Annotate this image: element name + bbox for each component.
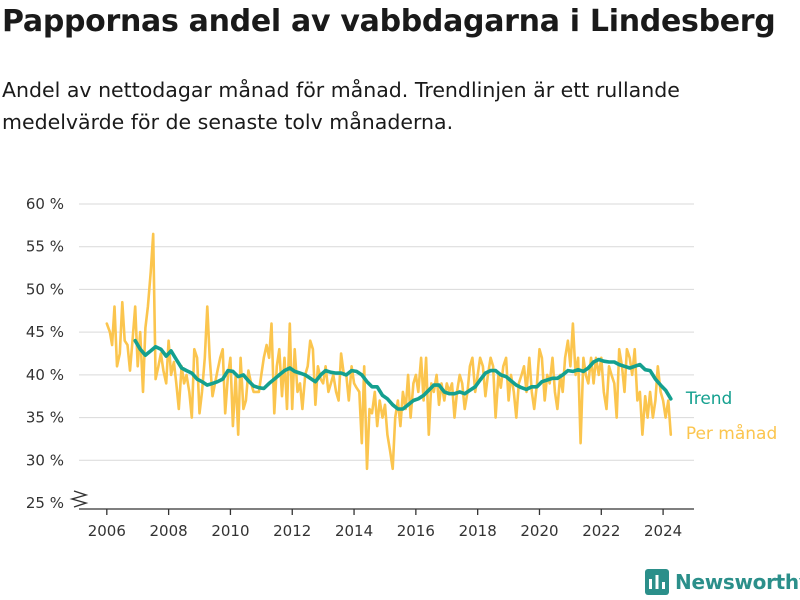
x-tick-label: 2006	[88, 522, 126, 540]
x-tick-label: 2020	[520, 522, 558, 540]
series-labels: Per månad Trend	[685, 389, 777, 444]
trend-line	[133, 338, 673, 411]
x-tick-label: 2008	[150, 522, 188, 540]
newsworthy-logo: Newsworthy	[645, 569, 800, 595]
y-tick-label: 30 %	[26, 451, 64, 469]
monthly-label: Per månad	[686, 423, 777, 444]
x-tick-label: 2014	[335, 522, 373, 540]
x-tick-label: 2012	[273, 522, 311, 540]
x-tick-label: 2010	[211, 522, 249, 540]
x-tick-label: 2016	[397, 522, 435, 540]
axis-break-icon	[69, 490, 89, 508]
y-tick-label: 55 %	[26, 238, 64, 256]
chart-title: Pappornas andel av vabbdagarna i Lindesb…	[2, 4, 776, 39]
logo-text: Newsworthy	[675, 570, 800, 594]
y-tick-label: 50 %	[26, 280, 64, 298]
y-tick-label: 40 %	[26, 366, 64, 384]
y-axis-ticks: 25 % 30 % 35 % 40 % 45 % 50 % 55 % 60 %	[26, 195, 64, 512]
x-tick-label: 2018	[459, 522, 497, 540]
y-tick-label: 60 %	[26, 195, 64, 213]
x-tick-label: 2024	[644, 522, 682, 540]
y-tick-label: 35 %	[26, 409, 64, 427]
y-tick-label: 25 %	[26, 494, 64, 512]
series-lines	[105, 232, 673, 471]
chart-subtitle: Andel av nettodagar månad för månad. Tre…	[2, 78, 680, 134]
x-tick-label: 2022	[582, 522, 620, 540]
y-tick-label: 45 %	[26, 323, 64, 341]
newsworthy-logo-icon	[645, 569, 669, 595]
trend-label: Trend	[685, 389, 733, 409]
x-axis: 2006 2008 2010 2012 2014 2016 2018 2020 2022 2024	[69, 490, 694, 540]
monthly-line	[105, 232, 673, 471]
